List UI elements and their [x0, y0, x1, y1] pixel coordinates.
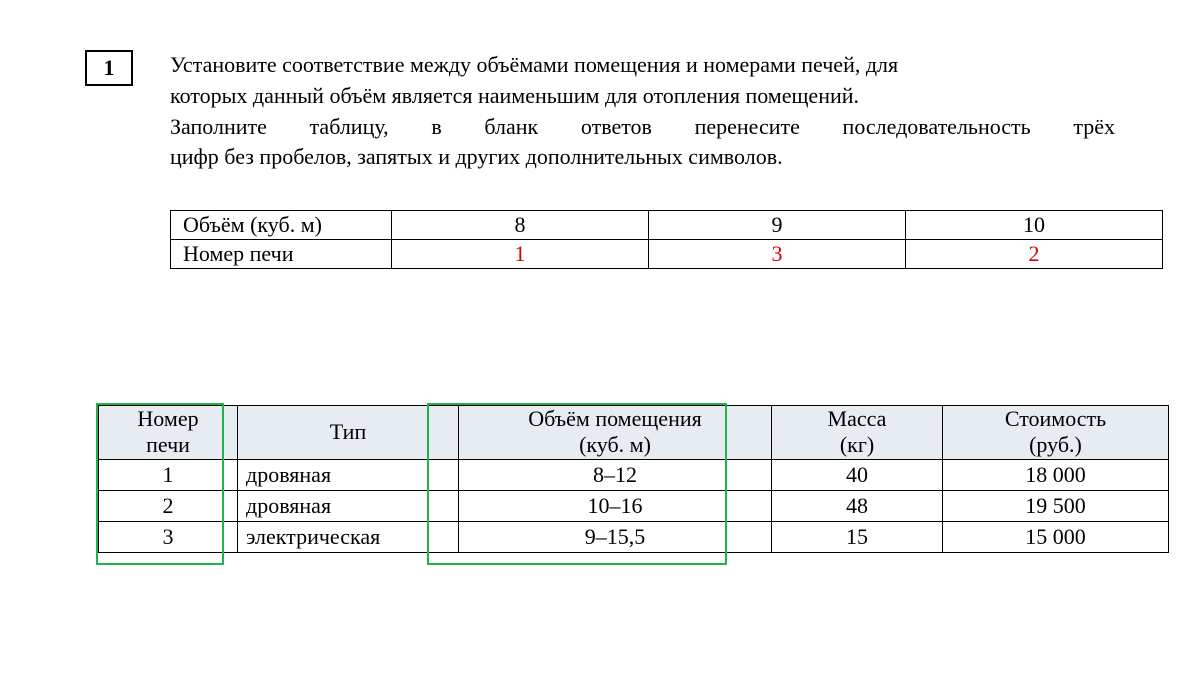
question-line-4: цифр без пробелов, запятых и других допо… [170, 142, 1115, 173]
answer-table: Объём (куб. м) 8 9 10 Номер печи 1 3 2 [170, 210, 1163, 269]
spec-cell-type: дровяная [238, 490, 459, 521]
spec-cell-mass: 15 [772, 521, 943, 552]
spec-header-mass: Масса(кг) [772, 406, 943, 460]
answer-table-volume-cell: 9 [649, 211, 906, 240]
spec-cell-num: 3 [99, 521, 238, 552]
spec-cell-mass: 48 [772, 490, 943, 521]
table-row: Номерпечи Тип Объём помещения(куб. м) Ма… [99, 406, 1169, 460]
question-number: 1 [104, 55, 115, 80]
spec-header-vol: Объём помещения(куб. м) [459, 406, 772, 460]
table-row: 1 дровяная 8–12 40 18 000 [99, 459, 1169, 490]
spec-cell-vol: 8–12 [459, 459, 772, 490]
spec-cell-vol: 10–16 [459, 490, 772, 521]
answer-table-row2-label: Номер печи [171, 240, 392, 269]
table-row: Объём (куб. м) 8 9 10 [171, 211, 1163, 240]
question-number-box: 1 [85, 50, 133, 86]
spec-header-num: Номерпечи [99, 406, 238, 460]
spec-table: Номерпечи Тип Объём помещения(куб. м) Ма… [98, 405, 1169, 553]
spec-cell-num: 1 [99, 459, 238, 490]
answer-table-row1-label: Объём (куб. м) [171, 211, 392, 240]
question-line-1: Установите соответствие между объёмами п… [170, 50, 1115, 81]
question-line-2: которых данный объём является наименьшим… [170, 81, 1115, 112]
question-line-3: Заполните таблицу, в бланк ответов перен… [170, 112, 1115, 143]
question-text: Установите соответствие между объёмами п… [170, 50, 1115, 173]
answer-table-volume-cell: 10 [906, 211, 1163, 240]
answer-table-volume-cell: 8 [392, 211, 649, 240]
spec-table-container: Номерпечи Тип Объём помещения(куб. м) Ма… [98, 405, 1169, 553]
spec-cell-num: 2 [99, 490, 238, 521]
table-row: Номер печи 1 3 2 [171, 240, 1163, 269]
spec-cell-cost: 19 500 [943, 490, 1169, 521]
spec-cell-cost: 15 000 [943, 521, 1169, 552]
answer-table-answer-cell: 3 [649, 240, 906, 269]
spec-header-cost: Стоимость(руб.) [943, 406, 1169, 460]
answer-table-answer-cell: 1 [392, 240, 649, 269]
table-row: 2 дровяная 10–16 48 19 500 [99, 490, 1169, 521]
spec-cell-vol: 9–15,5 [459, 521, 772, 552]
spec-header-type: Тип [238, 406, 459, 460]
spec-cell-type: дровяная [238, 459, 459, 490]
spec-cell-cost: 18 000 [943, 459, 1169, 490]
table-row: 3 электрическая 9–15,5 15 15 000 [99, 521, 1169, 552]
answer-table-answer-cell: 2 [906, 240, 1163, 269]
spec-cell-type: электрическая [238, 521, 459, 552]
spec-cell-mass: 40 [772, 459, 943, 490]
